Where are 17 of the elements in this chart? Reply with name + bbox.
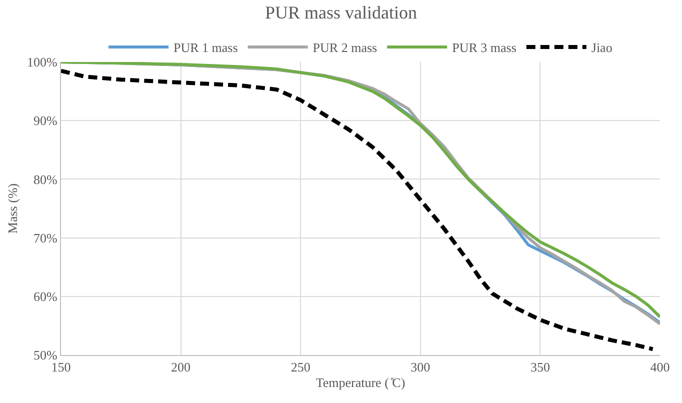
y-tick-label: 60% [34, 288, 58, 304]
chart-title: PUR mass validation [265, 2, 417, 23]
y-tick-label: 70% [34, 230, 58, 246]
legend-label: PUR 3 mass [452, 40, 516, 56]
y-tick-label: 90% [34, 113, 58, 128]
y-axis-title: Mass (%) [5, 183, 20, 234]
x-tick-label: 200 [171, 360, 191, 375]
x-tick-label: 400 [650, 360, 670, 375]
x-axis-title: Temperature ( ̊C) [316, 375, 406, 390]
x-tick-label: 300 [410, 360, 430, 375]
legend-label: Jiao [591, 40, 612, 56]
x-tick-label: 350 [530, 360, 550, 375]
x-tick-label: 250 [290, 360, 310, 375]
y-tick-label: 80% [34, 172, 58, 187]
y-tick-label: 100% [27, 54, 58, 70]
legend-label: PUR 1 mass [174, 40, 238, 56]
legend-label: PUR 2 mass [312, 40, 378, 56]
